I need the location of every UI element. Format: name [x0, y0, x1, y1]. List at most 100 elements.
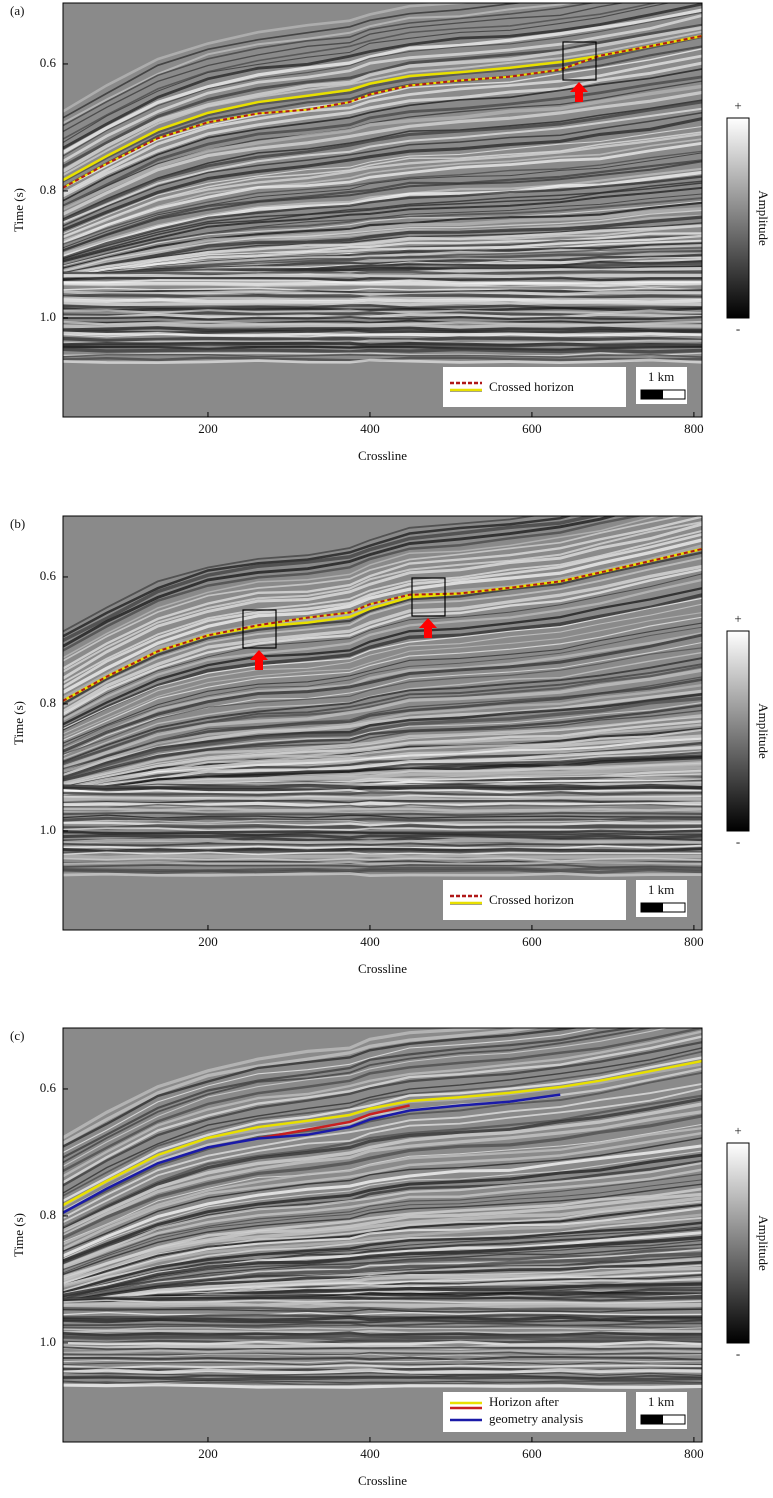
y-tick-label: 0.8: [40, 1207, 56, 1222]
reflector: [63, 215, 702, 276]
reflector: [63, 80, 702, 209]
y-tick-label: 0.6: [40, 55, 57, 70]
reflector: [63, 225, 702, 277]
panel-label: (b): [10, 516, 25, 531]
reflector: [63, 857, 702, 862]
reflector: [63, 1346, 702, 1351]
reflector: [63, 587, 702, 726]
reflector: [63, 853, 702, 860]
reflector: [63, 533, 702, 689]
reflector: [63, 1028, 581, 1148]
reflector: [63, 861, 702, 865]
reflector: [63, 1277, 702, 1306]
reflector: [63, 48, 702, 189]
legend-box: [443, 367, 626, 407]
reflector: [63, 663, 702, 765]
scale-bar-black: [641, 390, 663, 399]
reflector: [63, 1375, 702, 1382]
reflector: [63, 1306, 702, 1312]
reflector: [63, 516, 538, 633]
reflector: [63, 1349, 702, 1355]
reflector: [63, 3, 702, 150]
reflector: [63, 1364, 702, 1370]
reflector: [63, 347, 702, 354]
horizon-line: [62, 34, 703, 182]
red-arrow: [419, 618, 437, 638]
reflector: [63, 689, 702, 777]
reflector: [63, 827, 702, 832]
reflector: [63, 716, 702, 786]
reflector: [63, 159, 702, 252]
reflector: [63, 1150, 702, 1260]
reflector: [63, 795, 702, 802]
reflector: [63, 328, 702, 335]
reflector: [63, 100, 702, 222]
reflector: [63, 1308, 702, 1313]
reflector: [63, 3, 660, 140]
colorbar-min: -: [736, 321, 740, 336]
reflector: [63, 647, 702, 755]
reflector: [63, 1252, 702, 1302]
reflector: [63, 551, 702, 705]
reflector: [63, 516, 643, 652]
reflector: [63, 1028, 638, 1159]
reflector: [63, 1266, 702, 1306]
reflector: [63, 799, 702, 805]
reflector: [63, 1227, 702, 1296]
reflector: [63, 1359, 702, 1363]
legend-box: [443, 880, 626, 920]
x-tick-label: 600: [522, 934, 542, 949]
reflector: [63, 1131, 702, 1251]
y-axis-label: Time (s): [11, 188, 26, 232]
reflector: [63, 1315, 702, 1322]
highlight-box: [562, 41, 597, 81]
x-tick-label: 400: [360, 934, 380, 949]
reflector: [63, 167, 702, 255]
x-tick-label: 400: [360, 1446, 380, 1461]
reflector: [63, 844, 702, 850]
reflector: [63, 207, 702, 273]
reflector: [63, 1372, 702, 1377]
y-tick-label: 0.8: [40, 695, 56, 710]
reflector: [63, 336, 702, 343]
reflector: [63, 603, 702, 735]
reflector: [63, 1028, 702, 1173]
reflector: [63, 1056, 702, 1202]
reflector: [63, 1296, 702, 1302]
reflector: [63, 814, 702, 819]
reflector: [63, 557, 702, 708]
reflector: [63, 3, 576, 124]
reflector: [63, 737, 702, 792]
reflector: [63, 573, 702, 718]
colorbar-min: -: [736, 1346, 740, 1361]
y-tick-label: 1.0: [40, 822, 56, 837]
reflector: [63, 651, 702, 760]
reflector: [63, 150, 702, 245]
horizon-line: [62, 1093, 561, 1214]
reflector: [63, 616, 702, 741]
reflector: [63, 786, 702, 792]
y-tick-label: 1.0: [40, 309, 56, 324]
reflector: [63, 1097, 702, 1232]
reflector: [63, 1196, 702, 1284]
x-axis-label: Crossline: [358, 448, 407, 463]
reflector: [63, 186, 702, 263]
reflector: [63, 300, 702, 307]
reflector: [63, 622, 702, 744]
reflector: [63, 11, 702, 157]
colorbar-label: Amplitude: [756, 703, 771, 759]
colorbar: [726, 630, 750, 832]
reflector: [63, 807, 702, 813]
reflector: [63, 107, 702, 224]
reflector: [63, 704, 702, 782]
reflector: [63, 1327, 702, 1331]
reflector: [63, 353, 702, 358]
reflector: [63, 358, 702, 365]
reflector: [63, 339, 702, 345]
highlight-box: [411, 577, 446, 617]
reflector: [63, 1179, 702, 1274]
reflector: [63, 283, 702, 288]
reflector: [63, 234, 702, 279]
reflector: [63, 790, 702, 797]
